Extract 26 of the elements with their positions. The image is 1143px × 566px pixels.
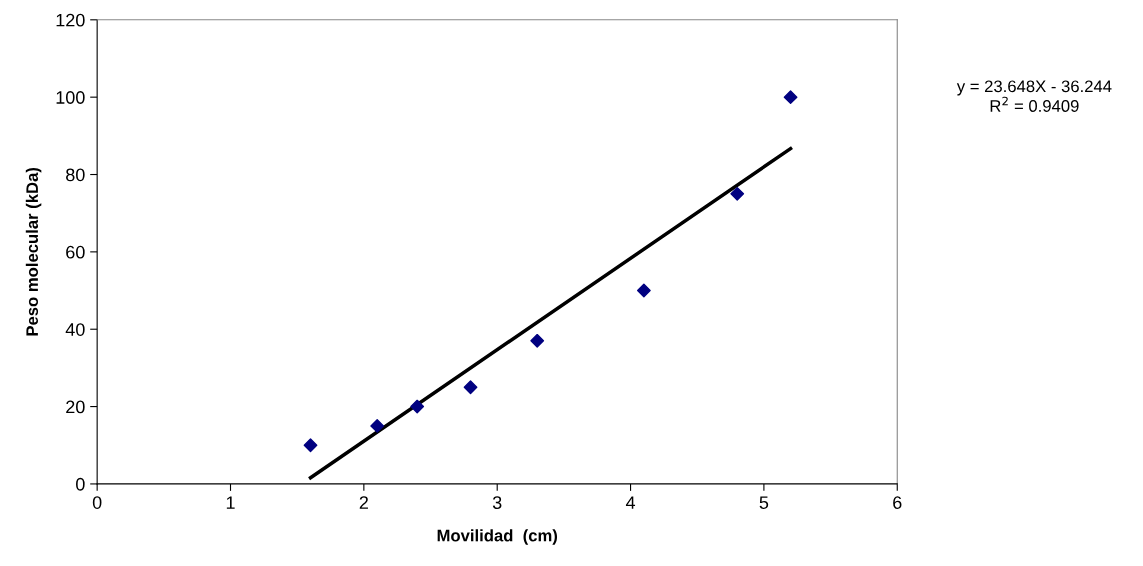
y-tick-label: 40: [65, 323, 85, 336]
x-tick-label: 1: [226, 496, 235, 509]
y-tick-label: 100: [56, 91, 85, 104]
point: [370, 419, 385, 433]
point: [636, 283, 651, 298]
y-tick-label: 0: [76, 477, 85, 491]
point: [730, 186, 745, 201]
x-tick-label: 0: [92, 496, 102, 509]
text: y = 23.648X - 36.244: [956, 80, 1112, 96]
point: [783, 90, 798, 105]
y-axis-title: Peso molecular (kDa): [25, 167, 42, 336]
x-tick-label: 5: [759, 496, 769, 509]
text: R$^{2}$ = 0.9409: [990, 96, 1079, 112]
x-axis-title: Movilidad (cm): [437, 529, 558, 545]
x-tick-label: 3: [492, 496, 502, 509]
point: [303, 438, 318, 453]
x-tick-label: 6: [893, 496, 902, 509]
point: [463, 380, 478, 395]
y-tick-label: 120: [56, 13, 85, 27]
x-tick-label: 4: [625, 496, 636, 509]
point: [530, 333, 545, 348]
y-tick-label: 80: [66, 168, 85, 182]
x-tick-label: 2: [359, 496, 368, 509]
point: [410, 399, 425, 414]
y-tick-label: 20: [66, 400, 85, 414]
y-tick-label: 60: [66, 245, 85, 259]
